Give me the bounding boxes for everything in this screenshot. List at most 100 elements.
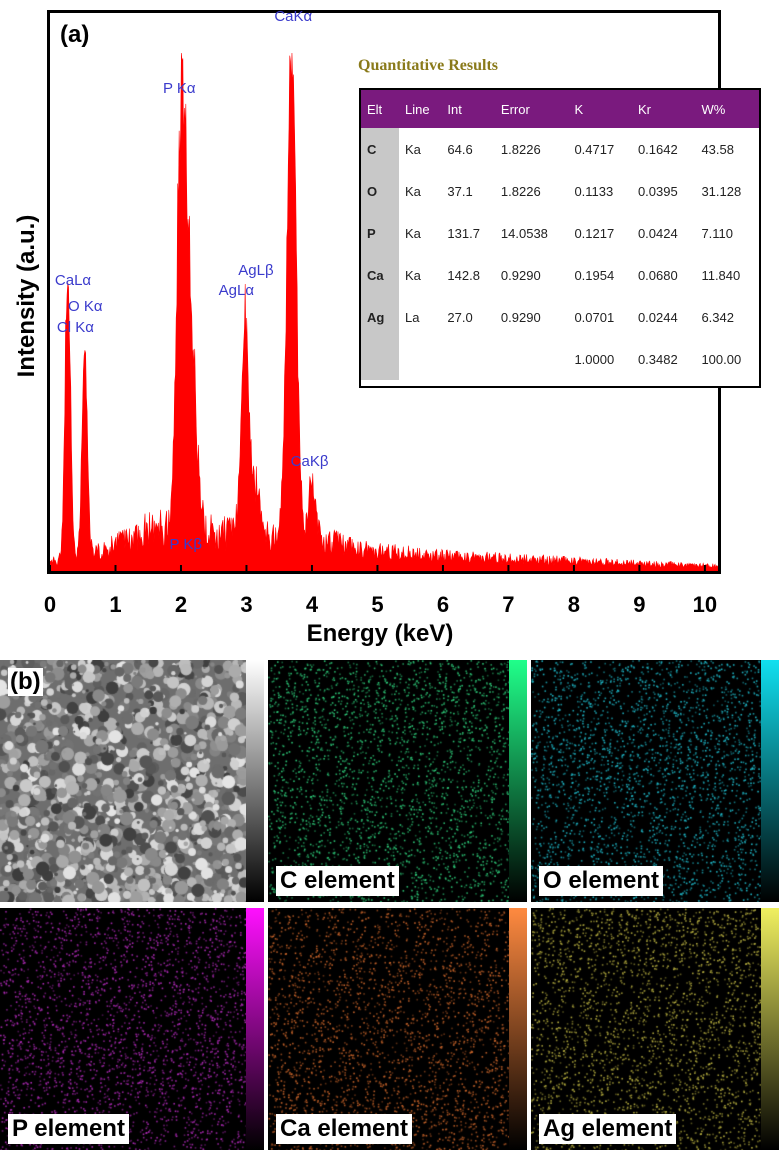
quant-table-cell: Ag — [361, 296, 399, 338]
sem-image — [0, 660, 264, 902]
quant-table-cell: 1.8226 — [500, 183, 541, 199]
element-map-canvas — [268, 660, 509, 902]
peak-label: CaLα — [54, 271, 92, 289]
colorbar — [246, 908, 264, 1150]
quant-table-cell: 0.1642 — [637, 141, 678, 157]
quant-table-cell: 0.0424 — [637, 225, 678, 241]
quant-table-cell: 1.8226 — [500, 141, 541, 157]
peak-label: AgLα — [218, 282, 255, 300]
peak-label: CaKβ — [290, 453, 329, 471]
quant-table-cell: 0.0395 — [637, 183, 678, 199]
quant-table-cell: 100.00 — [701, 351, 742, 367]
colorbar — [761, 660, 779, 902]
quant-table-cell: 131.7 — [447, 225, 480, 241]
colorbar — [761, 908, 779, 1150]
quant-table-header-cell: Elt — [361, 90, 399, 128]
peak-label: AgLβ — [238, 261, 274, 279]
x-axis-label: Energy (keV) — [306, 620, 454, 647]
x-tick-label: 4 — [305, 592, 319, 617]
quant-table-cell: 0.9290 — [500, 309, 541, 325]
quant-results-title: Quantitative Results — [358, 57, 498, 74]
x-tick-label: 3 — [240, 592, 253, 617]
panel-a-label: (a) — [60, 21, 90, 48]
quant-table-body: C Ka 64.6 1.8226 0.4717 0.1642 43.58 O Ka 37.1 1.8… — [361, 128, 759, 380]
quant-table-cell — [399, 338, 441, 380]
element-map: C element — [268, 660, 527, 902]
element-map-canvas — [0, 908, 246, 1150]
quant-table-header-cell: Error — [494, 90, 569, 128]
x-tick-label: 5 — [371, 592, 384, 617]
sem-micrograph — [0, 660, 246, 902]
element-map: P element — [0, 908, 264, 1150]
element-map: O element — [531, 660, 779, 902]
spectrum-plot-area: (a) Quantitative Results Elt Line Int Error… — [47, 10, 761, 574]
quant-table-cell: 1.0000 — [574, 351, 615, 367]
element-map-canvas — [268, 908, 509, 1150]
quant-results-table: Elt Line Int Error K Kr W% C Ka 64.6 1.8226 0.4717… — [359, 88, 761, 388]
peak-label: O Kα — [68, 297, 103, 315]
table-row: Ca Ka 142.8 0.9290 0.1954 0.0680 11.840 — [361, 254, 759, 296]
quant-table-cell — [441, 338, 494, 380]
quant-table-cell: 31.128 — [701, 183, 742, 199]
quant-table-cell: 0.0680 — [637, 267, 678, 283]
quant-table-cell: 11.840 — [701, 267, 741, 283]
map-caption: O element — [539, 866, 664, 896]
quant-table-header-cell: Kr — [631, 90, 696, 128]
x-tick-label: 8 — [567, 592, 581, 617]
quant-table-cell: 0.9290 — [500, 267, 541, 283]
table-row: O Ka 37.1 1.8226 0.1133 0.0395 31.128 — [361, 170, 759, 212]
colorbar — [246, 660, 264, 902]
quant-table-cell: 0.3482 — [637, 351, 678, 367]
quant-table-cell: 0.1217 — [574, 225, 615, 241]
quant-table-cell: 64.6 — [447, 141, 473, 157]
quant-table-header-cell: Line — [399, 90, 442, 128]
y-axis-label: Intensity (a.u.) — [13, 214, 40, 378]
x-tick-label: 10 — [692, 592, 718, 617]
quant-table-cell — [495, 338, 569, 380]
quant-table-header-row: Elt Line Int Error K Kr W% — [361, 90, 759, 128]
map-caption: P element — [8, 1114, 129, 1144]
quant-table-header-cell: W% — [695, 90, 759, 128]
quant-table-header-cell: Int — [441, 90, 495, 128]
x-tick-label: 6 — [436, 592, 450, 617]
x-tick-label: 1 — [109, 592, 122, 617]
x-tick-label: 9 — [633, 592, 646, 617]
quant-table-cell: Ka — [405, 225, 421, 241]
panel-b-label: (b) — [8, 668, 43, 696]
colorbar — [509, 908, 527, 1150]
quant-table-cell: 0.1954 — [574, 267, 615, 283]
quant-table-cell: 27.0 — [447, 309, 473, 325]
quant-table-cell — [361, 338, 399, 380]
quant-table-cell: La — [405, 309, 420, 325]
quant-table-cell: Ka — [405, 141, 421, 157]
element-map: Ca element — [268, 908, 527, 1150]
quant-table-cell: 14.0538 — [500, 225, 548, 241]
map-caption: C element — [276, 866, 399, 896]
quant-table-cell: 0.0244 — [637, 309, 678, 325]
x-tick-label: 0 — [43, 592, 57, 617]
table-row: P Ka 131.7 14.0538 0.1217 0.0424 7.110 — [361, 212, 759, 254]
quant-table-header-cell: K — [568, 90, 632, 128]
quant-table-cell: 0.1133 — [574, 183, 614, 199]
peak-label: P Kα — [162, 80, 196, 98]
map-caption: Ag element — [539, 1114, 677, 1144]
quant-table-cell: P — [361, 212, 399, 254]
colorbar — [509, 660, 527, 902]
quant-table-cell: 43.58 — [701, 141, 734, 157]
x-tick-label: 7 — [502, 592, 515, 617]
quant-table-cell: 6.342 — [701, 309, 734, 325]
peak-label: P Kβ — [169, 536, 203, 554]
quant-table-cell: 7.110 — [701, 225, 734, 241]
quant-table-cell: C — [361, 128, 399, 170]
quant-table-cell: O — [361, 170, 399, 212]
element-map-canvas — [531, 908, 761, 1150]
element-map-canvas — [531, 660, 761, 902]
quant-table-cell: Ca — [361, 254, 399, 296]
quant-table-cell: 0.4717 — [574, 141, 615, 157]
spectrum-series — [50, 52, 718, 571]
quant-table-cell: Ka — [405, 267, 421, 283]
table-row: Ag La 27.0 0.9290 0.0701 0.0244 6.342 — [361, 296, 759, 338]
element-map: Ag element — [531, 908, 779, 1150]
quant-table-cell: 0.0701 — [574, 309, 615, 325]
x-tick-label: 2 — [174, 592, 188, 617]
